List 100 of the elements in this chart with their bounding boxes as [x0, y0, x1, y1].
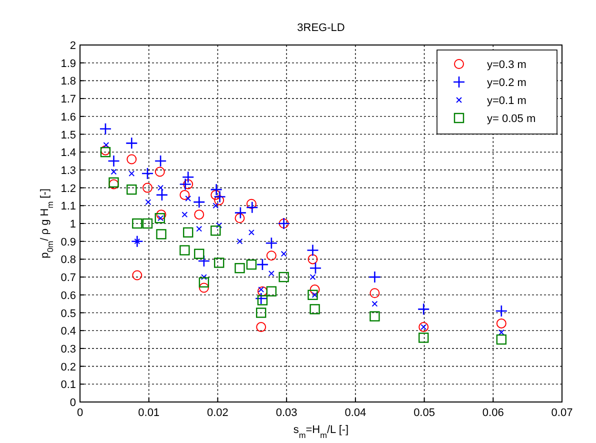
- point: [308, 254, 318, 264]
- y-tick-label: 0.9: [60, 236, 76, 248]
- point: [216, 222, 222, 228]
- y-tick-label: 0.4: [60, 326, 76, 338]
- point: [154, 154, 167, 168]
- point: [156, 188, 168, 202]
- point: [236, 238, 243, 244]
- point: [142, 218, 153, 229]
- y-tick-label: 1.5: [60, 129, 76, 142]
- point: [257, 286, 268, 296]
- point: [108, 154, 120, 168]
- point: [183, 179, 194, 190]
- point: [110, 168, 117, 175]
- y-tick-label: 2: [70, 40, 76, 52]
- point: [256, 258, 269, 271]
- point: [246, 259, 257, 270]
- x-tick-label: 0.03: [276, 407, 298, 419]
- point: [266, 286, 277, 296]
- point: [179, 178, 192, 190]
- y-tick-label: 1: [70, 218, 76, 230]
- point: [182, 212, 188, 218]
- y-tick-label: 1.2: [60, 182, 76, 195]
- x-axis-title: s$_{m}$=H$_{m}$/L [-]: [293, 424, 349, 440]
- point: [182, 170, 194, 184]
- point: [256, 322, 266, 332]
- point: [180, 190, 190, 200]
- point: [234, 263, 245, 274]
- x-tick-label: 0.06: [482, 407, 504, 419]
- point: [256, 308, 266, 318]
- point: [496, 318, 506, 328]
- y-tick-label: 0.1: [60, 379, 76, 392]
- point: [268, 270, 274, 276]
- point: [192, 196, 206, 208]
- x-tick-label: 0.04: [344, 407, 366, 419]
- y-tick-label: 1.1: [60, 200, 76, 213]
- point: [194, 210, 204, 220]
- x-tick-label: 0.01: [138, 407, 160, 419]
- point: [278, 272, 289, 282]
- y-tick-label: 1.6: [60, 111, 76, 124]
- point: [306, 244, 319, 256]
- point: [145, 199, 152, 206]
- point: [310, 304, 320, 314]
- chart-title: 3REG-LD: [297, 22, 345, 34]
- x-tick-label: 0.07: [551, 407, 573, 419]
- x-tick-label: 0.02: [207, 407, 228, 419]
- y-tick-label: 1.3: [60, 164, 76, 177]
- point: [198, 254, 210, 268]
- point: [308, 290, 318, 300]
- point: [234, 206, 247, 219]
- point: [372, 300, 378, 307]
- point: [126, 184, 137, 195]
- point: [154, 166, 165, 177]
- point: [210, 190, 221, 200]
- point: [200, 274, 207, 280]
- point: [266, 250, 276, 261]
- point: [194, 248, 204, 259]
- point: [154, 213, 165, 224]
- y-tick-label: 1.9: [60, 58, 76, 70]
- y-tick-label: 0.8: [60, 254, 76, 266]
- point: [417, 303, 430, 316]
- point: [126, 154, 137, 164]
- point: [141, 167, 154, 180]
- point: [368, 270, 381, 284]
- point: [246, 201, 258, 214]
- point: [183, 227, 194, 238]
- point: [210, 226, 221, 236]
- y-tick-label: 0.7: [60, 272, 76, 284]
- point: [495, 304, 508, 318]
- point: [158, 184, 164, 191]
- x-tick-label: 0.05: [414, 407, 435, 419]
- point: [310, 284, 320, 295]
- point: [370, 288, 380, 298]
- point: [214, 258, 224, 268]
- y-tick-label: 1.4: [60, 147, 76, 160]
- point: [496, 334, 507, 345]
- point: [234, 213, 245, 224]
- y-tick-label: 0.5: [60, 308, 76, 320]
- point: [142, 182, 152, 193]
- point: [418, 332, 429, 343]
- point: [370, 311, 380, 322]
- y-tick-label: 0.6: [60, 290, 76, 302]
- point: [156, 210, 166, 220]
- point: [180, 245, 190, 256]
- point: [134, 238, 140, 244]
- legend-label: y=0.3 m: [487, 59, 526, 71]
- y-tick-label: 0: [70, 397, 76, 409]
- point: [131, 235, 144, 248]
- point: [246, 198, 256, 209]
- legend-label: y=0.1 m: [487, 95, 526, 107]
- point: [198, 282, 209, 293]
- point: [125, 137, 138, 150]
- point: [257, 295, 268, 306]
- point: [132, 218, 142, 229]
- y-tick-label: 0.2: [60, 361, 76, 374]
- point: [214, 195, 224, 206]
- y-tick-label: 1.7: [60, 94, 76, 106]
- legend-label: y=0.2 m: [487, 77, 526, 89]
- y-tick-label: 0.3: [60, 343, 76, 356]
- y-tick-label: 1.8: [60, 76, 76, 88]
- legend-label: y= 0.05 m: [487, 113, 536, 125]
